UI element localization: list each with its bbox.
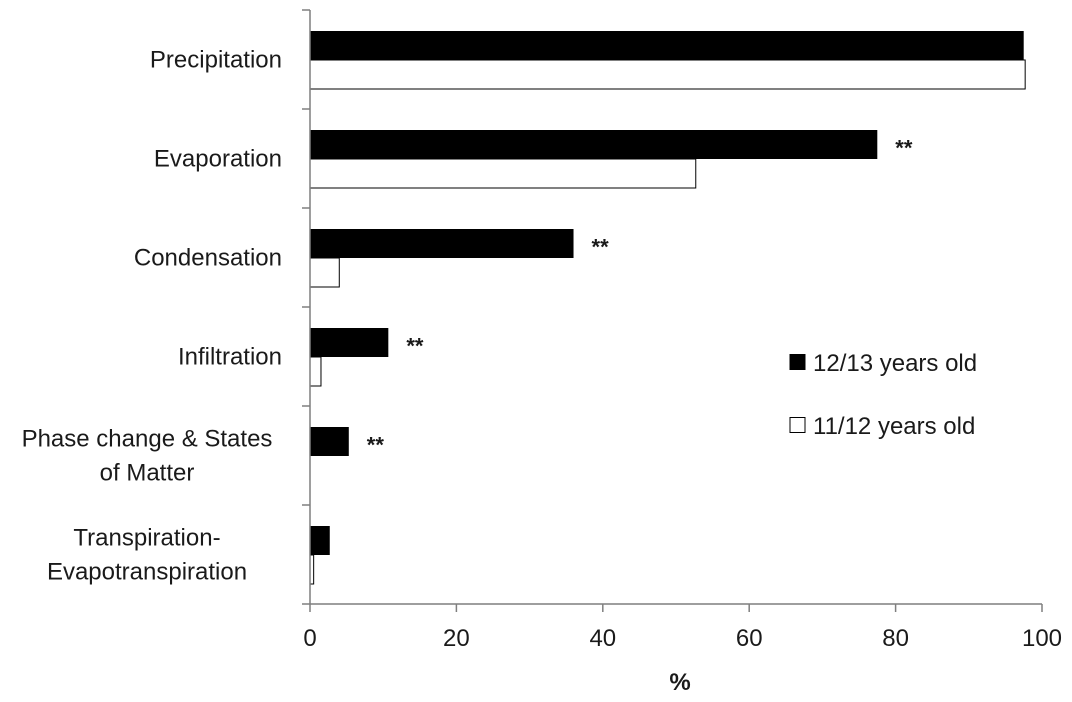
category-label-5-line0: Transpiration-: [73, 525, 220, 552]
category-label-5-line1: Evapotranspiration: [47, 559, 247, 586]
significance-marker-1: **: [895, 136, 913, 161]
bar-series1-2: [310, 229, 574, 258]
category-label-0: Precipitation: [150, 47, 282, 74]
x-tick-label-3: 60: [736, 625, 763, 652]
bar-series1-5: [310, 526, 330, 555]
x-axis-title: %: [669, 669, 690, 696]
category-label-3: Infiltration: [178, 344, 282, 371]
legend-swatch-1: [789, 354, 806, 370]
bar-series2-1: [309, 158, 697, 189]
significance-marker-4: **: [367, 433, 385, 458]
category-label-1: Evaporation: [154, 146, 282, 173]
category-label-2: Condensation: [134, 245, 282, 272]
legend-label-2: 11/12 years old: [813, 413, 975, 440]
x-tick-label-4: 80: [882, 625, 909, 652]
x-tick-label-5: 100: [1022, 625, 1062, 652]
x-tick-label-1: 20: [443, 625, 470, 652]
category-label-4-line0: Phase change & States: [22, 426, 273, 453]
legend-swatch-2: [789, 417, 806, 433]
bar-series1-3: [310, 328, 389, 357]
bar-series2-2: [309, 257, 340, 288]
legend-label-1: 12/13 years old: [813, 350, 977, 377]
bar-series1-0: [310, 31, 1024, 60]
bar-series1-1: [310, 130, 878, 159]
significance-marker-2: **: [592, 235, 610, 260]
significance-marker-3: **: [406, 334, 424, 359]
bar-series2-0: [309, 59, 1026, 90]
bar-series2-3: [309, 356, 322, 387]
x-tick-label-2: 40: [589, 625, 616, 652]
category-label-4-line1: of Matter: [100, 460, 195, 487]
bar-series1-4: [310, 427, 349, 456]
x-tick-label-0: 0: [303, 625, 316, 652]
